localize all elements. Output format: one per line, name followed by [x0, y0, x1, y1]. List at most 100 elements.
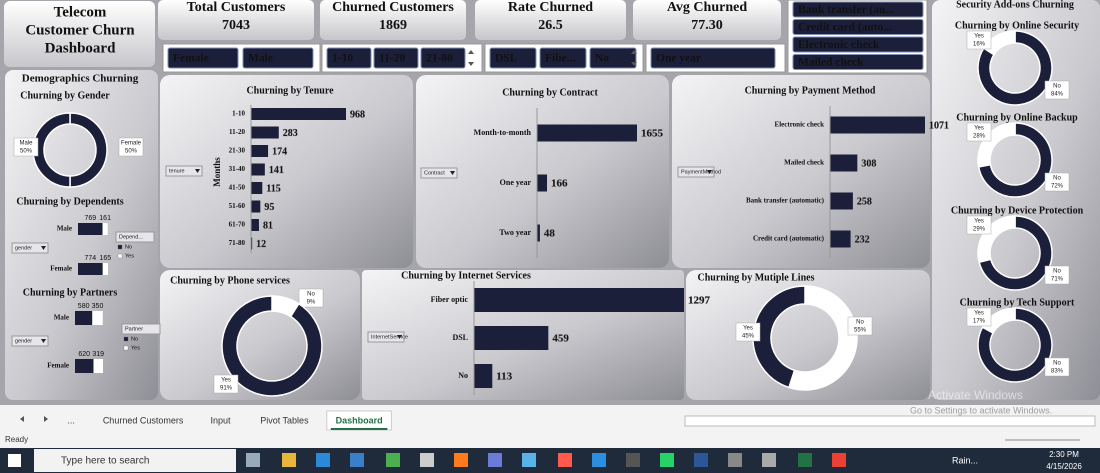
watermark: Go to Settings to activate Windows. [910, 405, 1052, 415]
app-icon[interactable] [558, 453, 572, 467]
status-bar [0, 433, 1100, 448]
slicer-button[interactable] [589, 47, 637, 69]
bar-segment [102, 263, 108, 275]
slicer-button[interactable] [792, 1, 924, 18]
filter-arrow[interactable] [41, 246, 46, 250]
category-label: 1-10 [232, 110, 245, 118]
slicer-button-label: Electronic check [798, 39, 880, 51]
data-label-box [213, 374, 239, 394]
app-icon[interactable] [522, 453, 536, 467]
filter-button[interactable] [11, 335, 49, 347]
filter-button[interactable] [367, 331, 405, 343]
app-icon[interactable] [626, 453, 640, 467]
tab-scroll-right[interactable] [44, 416, 48, 422]
sheet-tab[interactable] [89, 411, 197, 430]
sheet-tab[interactable] [199, 411, 242, 430]
filter-button[interactable] [11, 242, 49, 254]
bar [830, 192, 853, 210]
filter-arrow[interactable] [450, 171, 455, 175]
slicer-button[interactable] [539, 47, 587, 69]
slicer-scroll[interactable] [468, 50, 474, 54]
data-label-category: No [1053, 176, 1061, 182]
app-icon[interactable] [282, 453, 296, 467]
app-icon[interactable] [386, 453, 400, 467]
filter-arrow[interactable] [41, 339, 46, 343]
category-label: Fiber optic [431, 295, 469, 304]
app-icon[interactable] [694, 453, 708, 467]
app-icon[interactable] [420, 453, 434, 467]
slicer-button[interactable] [326, 47, 372, 69]
data-label: 283 [283, 128, 298, 139]
kpi-value: 1869 [379, 18, 407, 33]
filter-button[interactable] [420, 167, 458, 179]
bar [537, 124, 637, 142]
security-panel [932, 0, 1100, 400]
filter-arrow[interactable] [195, 169, 200, 173]
app-icon[interactable] [350, 453, 364, 467]
data-label-category: Yes [743, 326, 753, 332]
kpi-label: Rate Churned [508, 0, 593, 15]
slicer-button-label: Fibe... [545, 53, 575, 65]
bar-segment [75, 359, 94, 373]
start-button[interactable] [8, 454, 21, 467]
legend-title-box[interactable] [115, 231, 155, 243]
legend-title-box[interactable] [121, 323, 161, 335]
app-icon[interactable] [316, 453, 330, 467]
category-label: 51-60 [229, 202, 246, 210]
sheet-tab[interactable] [244, 411, 325, 430]
sheet-tab-label: Input [210, 415, 231, 425]
app-icon[interactable] [592, 453, 606, 467]
data-label: 174 [272, 146, 287, 157]
filter-arrow[interactable] [397, 335, 402, 339]
slicer-scroll[interactable] [631, 50, 637, 54]
app-icon[interactable] [660, 453, 674, 467]
slicer-button[interactable] [792, 54, 924, 70]
filter-label: gender [15, 245, 32, 251]
slicer-button[interactable] [489, 47, 537, 69]
slicer-button[interactable] [792, 19, 924, 35]
data-label: 308 [861, 158, 876, 169]
dashboard-title: Telecom [54, 4, 107, 20]
watermark: Activate Windows [928, 388, 1023, 402]
slicer-scroll[interactable] [468, 62, 474, 66]
bar [830, 230, 851, 248]
slicer-button[interactable] [792, 36, 924, 53]
filter-button[interactable] [677, 166, 715, 178]
search-box[interactable] [34, 449, 236, 472]
slicer-scroll[interactable] [631, 62, 637, 66]
category-label: Two year [499, 228, 531, 237]
slicer-button[interactable] [242, 47, 314, 69]
slicer-button[interactable] [167, 47, 239, 69]
app-icon[interactable] [762, 453, 776, 467]
slicer-button[interactable] [420, 47, 466, 69]
taskbar-apps [246, 453, 846, 467]
app-icon[interactable] [798, 453, 812, 467]
bar-segment [93, 359, 103, 373]
app-icon[interactable] [488, 453, 502, 467]
data-label-category: No [1053, 361, 1061, 367]
doughnut-slice [977, 122, 1053, 198]
category-label: 41-50 [229, 184, 246, 192]
app-icon[interactable] [728, 453, 742, 467]
filter-arrow[interactable] [707, 170, 712, 174]
data-label-category: Yes [974, 34, 984, 40]
data-label-box [966, 30, 992, 50]
category-label: No [458, 371, 468, 380]
kpi-card [475, 0, 626, 40]
app-icon[interactable] [832, 453, 846, 467]
slicer-button[interactable] [373, 47, 419, 69]
legend-label: No [125, 244, 132, 250]
tab-scroll-left[interactable] [20, 416, 24, 422]
chart-title: Churning by Mutiple Lines [698, 272, 815, 283]
data-label: 769 [84, 215, 96, 222]
category-label: Credit card (automatic) [753, 235, 825, 243]
slicer-button[interactable] [650, 47, 776, 69]
data-label-category: No [1053, 269, 1061, 275]
filter-button[interactable] [165, 165, 203, 177]
sheet-tab[interactable] [55, 411, 88, 430]
horizontal-scrollbar[interactable] [684, 415, 1096, 427]
data-label: 1297 [688, 295, 711, 307]
app-icon[interactable] [454, 453, 468, 467]
app-icon[interactable] [246, 453, 260, 467]
